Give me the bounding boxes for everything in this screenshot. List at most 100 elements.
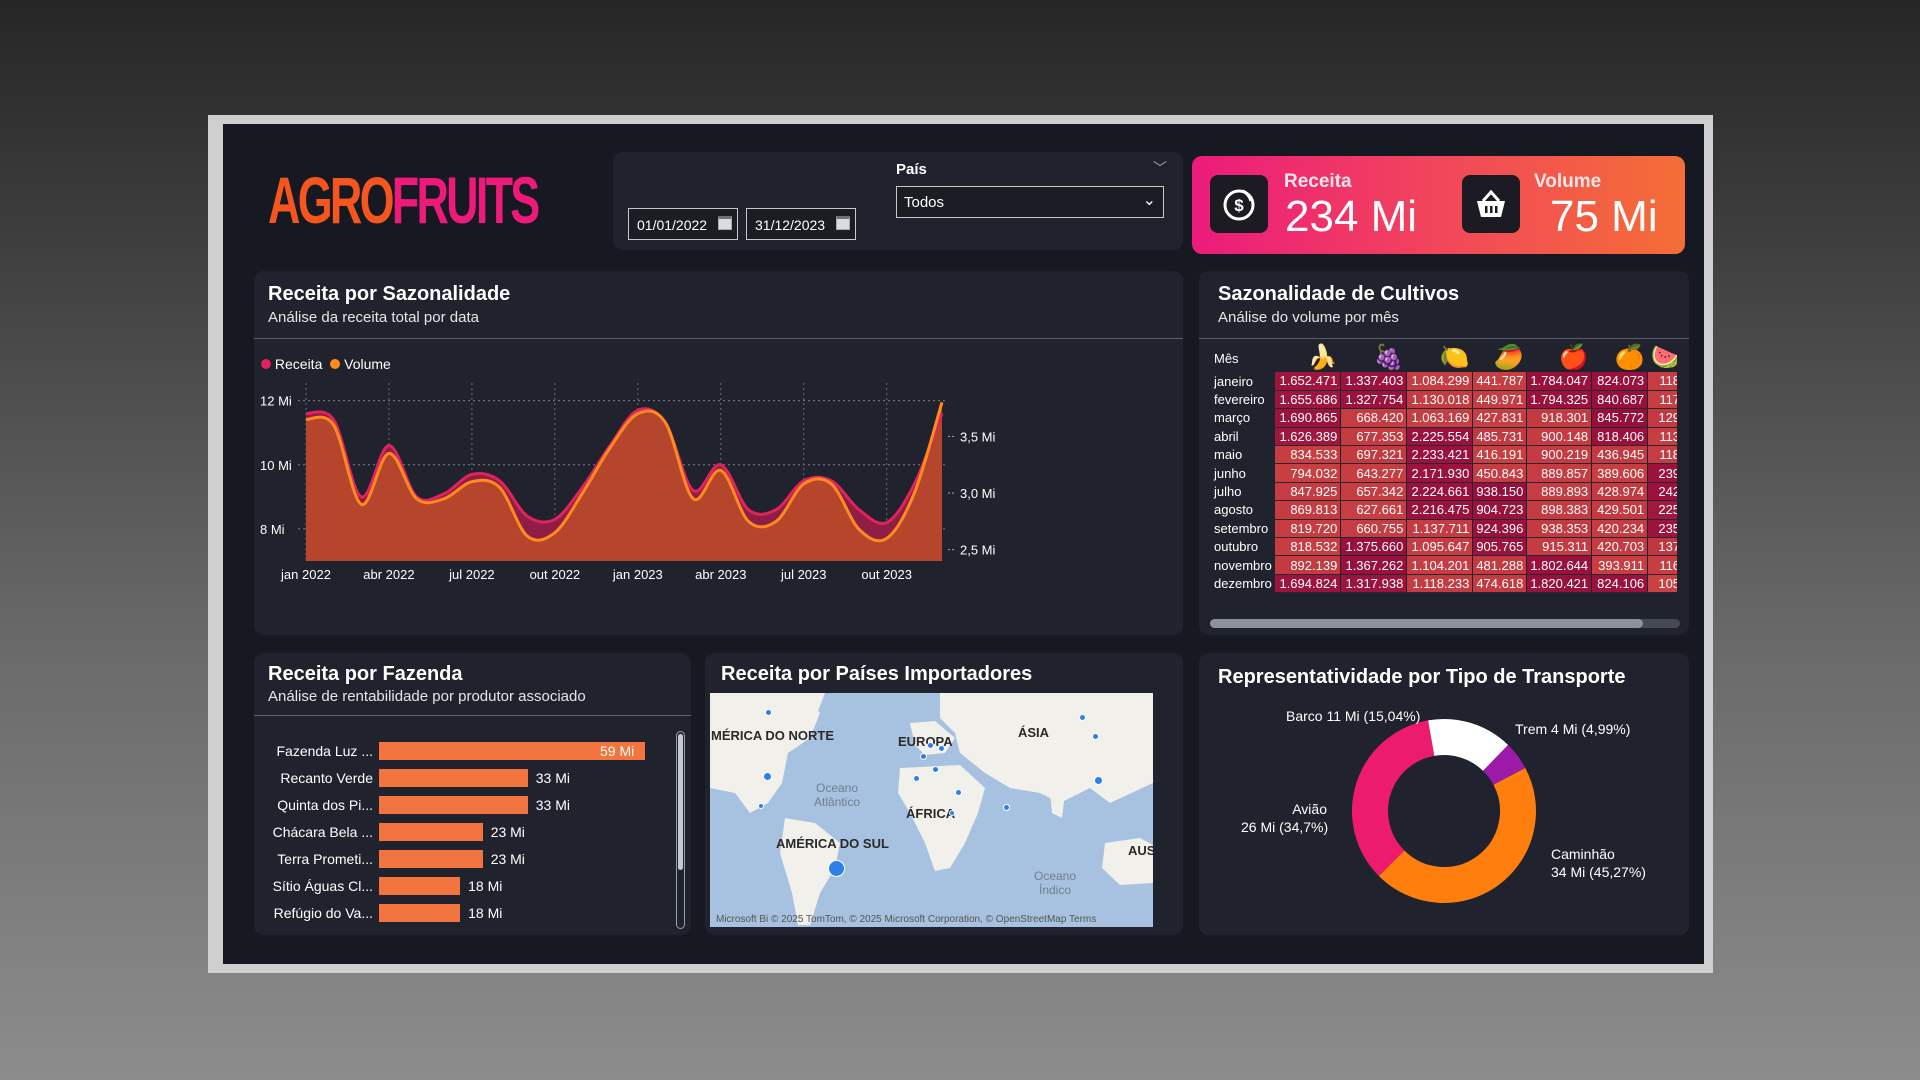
heatmap-cell[interactable]: 420.703 bbox=[1591, 537, 1649, 557]
map-point[interactable] bbox=[763, 772, 772, 781]
map-point[interactable] bbox=[920, 753, 927, 760]
heatmap-cell[interactable]: 105 bbox=[1647, 574, 1677, 594]
heatmap-cell[interactable]: 1.317.938 bbox=[1340, 574, 1408, 594]
heatmap-cell[interactable]: 117 bbox=[1647, 390, 1677, 410]
heatmap-cell[interactable]: 924.396 bbox=[1472, 519, 1528, 539]
heatmap-cell[interactable]: 242 bbox=[1647, 482, 1677, 502]
heatmap-cell[interactable]: 840.687 bbox=[1591, 390, 1649, 410]
heatmap-cell[interactable]: 450.843 bbox=[1472, 463, 1528, 483]
map-point[interactable] bbox=[938, 745, 945, 752]
donut-slice-trem[interactable] bbox=[1482, 744, 1526, 786]
farm-bar[interactable] bbox=[379, 742, 645, 760]
heatmap-cell[interactable]: 235 bbox=[1647, 519, 1677, 539]
fruit-header-icon[interactable]: 🍎 bbox=[1526, 343, 1592, 372]
heatmap-cell[interactable]: 1.130.018 bbox=[1406, 390, 1474, 410]
heatmap-cell[interactable]: 834.533 bbox=[1274, 445, 1342, 465]
map-point[interactable] bbox=[932, 766, 939, 773]
heatmap-cell[interactable]: 416.191 bbox=[1472, 445, 1528, 465]
heatmap-cell[interactable]: 389.606 bbox=[1591, 463, 1649, 483]
farm-bar-row[interactable]: Recanto Verde 33 Mi bbox=[276, 768, 696, 788]
farm-bar-row[interactable]: Chácara Bela ... 23 Mi bbox=[273, 822, 696, 842]
scrollbar-thumb[interactable] bbox=[1210, 619, 1643, 628]
heatmap-cell[interactable]: 1.655.686 bbox=[1274, 390, 1342, 410]
heatmap-cell[interactable]: 918.301 bbox=[1526, 408, 1593, 428]
heatmap-cell[interactable]: 239 bbox=[1647, 463, 1677, 483]
donut-slice-barco[interactable] bbox=[1428, 719, 1509, 772]
heatmap-cell[interactable]: 1.084.299 bbox=[1406, 372, 1474, 391]
seasonality-area-chart[interactable]: 12 Mi 10 Mi 8 Mi 3,5 Mi 3,0 Mi 2,5 Mi jan 2022… bbox=[254, 371, 1183, 621]
heatmap-cell[interactable]: 818.532 bbox=[1274, 537, 1342, 557]
map-point[interactable] bbox=[1092, 733, 1099, 740]
map-point[interactable] bbox=[1003, 804, 1010, 811]
fruit-header-icon[interactable]: 🍊 bbox=[1591, 343, 1648, 372]
calendar-icon[interactable] bbox=[718, 216, 732, 230]
heatmap-cell[interactable]: 1.118.233 bbox=[1406, 574, 1474, 594]
vertical-scrollbar[interactable] bbox=[676, 731, 685, 929]
heatmap-cell[interactable]: 657.342 bbox=[1340, 482, 1408, 502]
heatmap-cell[interactable]: 938.150 bbox=[1472, 482, 1528, 502]
heatmap-cell[interactable]: 819.720 bbox=[1274, 519, 1342, 539]
heatmap-cell[interactable]: 905.765 bbox=[1472, 537, 1528, 557]
map-point[interactable] bbox=[765, 709, 772, 716]
heatmap-cell[interactable]: 420.234 bbox=[1591, 519, 1649, 539]
heatmap-cell[interactable]: 485.731 bbox=[1472, 427, 1528, 447]
heatmap-row[interactable]: setembro 819.720 660.755 1.137.711 924.396 93… bbox=[1210, 519, 1677, 539]
donut-slice-avião[interactable] bbox=[1352, 720, 1435, 876]
heatmap-cell[interactable]: 1.063.169 bbox=[1406, 408, 1474, 428]
world-map[interactable]: MÉRICA DO NORTE EUROPA ÁSIA ÁFRICA AMÉRI… bbox=[710, 693, 1153, 927]
heatmap-cell[interactable]: 1.820.421 bbox=[1526, 574, 1593, 594]
fruit-header-icon[interactable]: 🍉 bbox=[1647, 343, 1677, 372]
heatmap-cell[interactable]: 1.327.754 bbox=[1340, 390, 1408, 410]
farm-bar[interactable] bbox=[379, 823, 483, 841]
heatmap-cell[interactable]: 677.353 bbox=[1340, 427, 1408, 447]
farm-bar-row[interactable]: Sítio Águas Cl... 18 Mi bbox=[273, 876, 696, 896]
heatmap-cell[interactable]: 449.971 bbox=[1472, 390, 1528, 410]
heatmap-cell[interactable]: 113 bbox=[1647, 427, 1677, 447]
collapse-chevron-icon[interactable]: ﹀ bbox=[1153, 160, 1167, 176]
farm-bar[interactable] bbox=[379, 850, 483, 868]
heatmap-cell[interactable]: 2.171.930 bbox=[1406, 463, 1474, 483]
map-point[interactable] bbox=[949, 810, 955, 816]
heatmap-cell[interactable]: 118 bbox=[1647, 445, 1677, 465]
farm-bar-chart[interactable]: Fazenda Luz ... 59 Mi Recanto Verde 33 Mi Qu… bbox=[273, 741, 676, 922]
heatmap-cell[interactable]: 1.626.389 bbox=[1274, 427, 1342, 447]
heatmap-cell[interactable]: 1.337.403 bbox=[1340, 372, 1408, 391]
map-point[interactable] bbox=[1094, 776, 1103, 785]
heatmap-cell[interactable]: 794.032 bbox=[1274, 463, 1342, 483]
heatmap-cell[interactable]: 1.784.047 bbox=[1526, 372, 1593, 391]
heatmap-cell[interactable]: 118 bbox=[1647, 372, 1677, 391]
horizontal-scrollbar[interactable] bbox=[1210, 619, 1680, 628]
heatmap-row[interactable]: janeiro 1.652.471 1.337.403 1.084.299 441.78… bbox=[1210, 372, 1677, 391]
heatmap-cell[interactable]: 904.723 bbox=[1472, 500, 1528, 520]
heatmap-cell[interactable]: 889.857 bbox=[1526, 463, 1593, 483]
heatmap-cell[interactable]: 818.406 bbox=[1591, 427, 1649, 447]
farm-bar-row[interactable]: Refúgio do Va... 18 Mi bbox=[274, 903, 696, 923]
heatmap-cell[interactable]: 889.893 bbox=[1526, 482, 1593, 502]
fruit-header-icon[interactable]: 🍇 bbox=[1340, 343, 1407, 372]
heatmap-cell[interactable]: 824.073 bbox=[1591, 372, 1649, 391]
heatmap-cell[interactable]: 428.974 bbox=[1591, 482, 1649, 502]
heatmap-cell[interactable]: 2.233.421 bbox=[1406, 445, 1474, 465]
heatmap-cell[interactable]: 660.755 bbox=[1340, 519, 1408, 539]
heatmap-cell[interactable]: 481.288 bbox=[1472, 555, 1528, 575]
heatmap-cell[interactable]: 1.694.824 bbox=[1274, 574, 1342, 594]
heatmap-cell[interactable]: 427.831 bbox=[1472, 408, 1528, 428]
heatmap-row[interactable]: novembro 892.139 1.367.262 1.104.201 481.288… bbox=[1210, 555, 1677, 575]
heatmap-viewport[interactable]: Mês 🍌 🍇 🍋 🥭 🍎 🍊 🍉 janeiro 1.652.471 1.337.403 1.084… bbox=[1210, 343, 1677, 613]
farm-bar[interactable] bbox=[379, 769, 528, 787]
map-point[interactable] bbox=[927, 742, 934, 749]
heatmap-cell[interactable]: 1.104.201 bbox=[1406, 555, 1474, 575]
heatmap-cell[interactable]: 643.277 bbox=[1340, 463, 1408, 483]
heatmap-cell[interactable]: 429.501 bbox=[1591, 500, 1649, 520]
farm-bar[interactable] bbox=[379, 796, 528, 814]
heatmap-cell[interactable]: 1.794.325 bbox=[1526, 390, 1593, 410]
calendar-icon[interactable] bbox=[836, 216, 850, 230]
farm-bar-row[interactable]: Terra Prometi... 23 Mi bbox=[276, 849, 696, 869]
heatmap-cell[interactable]: 225 bbox=[1647, 500, 1677, 520]
heatmap-cell[interactable]: 2.224.661 bbox=[1406, 482, 1474, 502]
heatmap-cell[interactable]: 2.216.475 bbox=[1406, 500, 1474, 520]
heatmap-cell[interactable]: 1.375.660 bbox=[1340, 537, 1408, 557]
fruit-header-icon[interactable]: 🍋 bbox=[1406, 343, 1473, 372]
map-point[interactable] bbox=[1079, 714, 1086, 721]
farm-bar-row[interactable]: Fazenda Luz ... 59 Mi bbox=[276, 741, 696, 761]
